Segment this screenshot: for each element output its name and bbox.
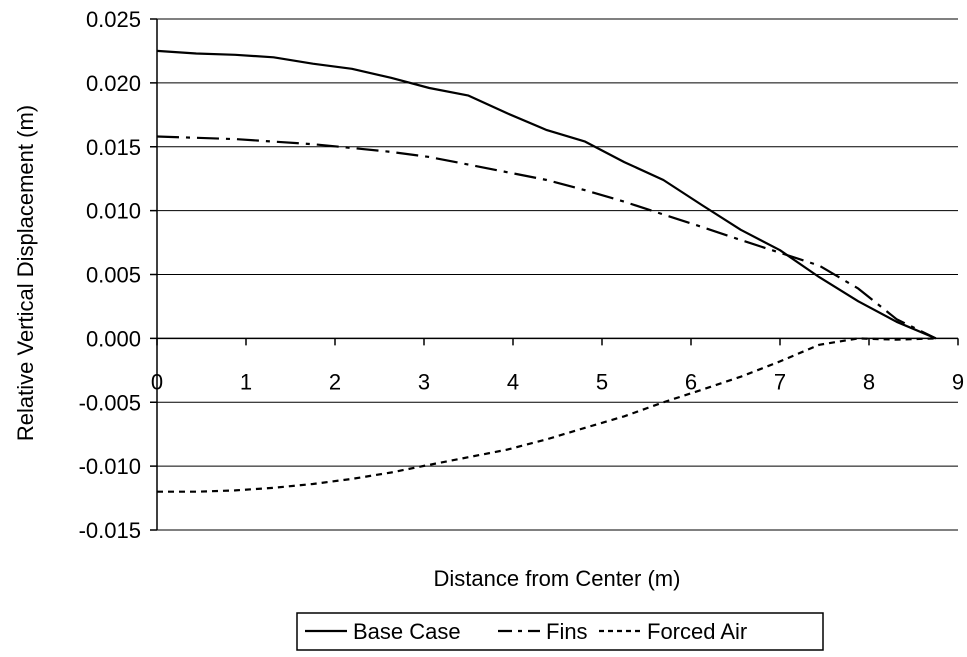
x-tick-label: 1 xyxy=(240,369,252,394)
series-line-fins xyxy=(156,135,937,340)
x-tick-labels: 0 1 2 3 4 5 6 7 8 9 xyxy=(151,369,964,394)
y-tick-label: -0.005 xyxy=(79,390,141,415)
series-lines xyxy=(156,49,937,493)
x-tick-label: 9 xyxy=(952,369,964,394)
x-tick-label: 0 xyxy=(151,369,163,394)
x-axis-title: Distance from Center (m) xyxy=(434,566,681,591)
x-tick-label: 6 xyxy=(685,369,697,394)
legend-box xyxy=(296,612,824,651)
y-tick-label: 0.025 xyxy=(86,7,141,32)
legend: Base Case Fins Forced Air xyxy=(296,612,824,651)
y-tick-label: 0.015 xyxy=(86,135,141,160)
axes xyxy=(150,18,959,531)
x-tick-label: 4 xyxy=(507,369,519,394)
y-tick-label: -0.015 xyxy=(79,518,141,543)
y-tick-label: 0.010 xyxy=(86,199,141,224)
x-tick-label: 7 xyxy=(774,369,786,394)
y-tick-labels: 0.025 0.020 0.015 0.010 0.005 0.000 -0.005 -0.0… xyxy=(79,7,141,543)
x-tick-label: 5 xyxy=(596,369,608,394)
y-axis-title: Relative Vertical Displacement (m) xyxy=(13,105,38,441)
series-line-base-case xyxy=(156,49,937,340)
x-tick-label: 8 xyxy=(863,369,875,394)
y-tick-label: 0.005 xyxy=(86,263,141,288)
y-tick-label: 0.000 xyxy=(86,326,141,351)
y-tick-label: 0.020 xyxy=(86,71,141,96)
legend-label-forced-air: Forced Air xyxy=(647,619,747,644)
series-line-forced-air xyxy=(157,337,936,493)
x-tick-label: 2 xyxy=(329,369,341,394)
gridlines xyxy=(157,18,958,531)
x-tick-label: 3 xyxy=(418,369,430,394)
legend-label-base-case: Base Case xyxy=(353,619,461,644)
y-tick-label: -0.010 xyxy=(79,454,141,479)
legend-label-fins: Fins xyxy=(546,619,588,644)
